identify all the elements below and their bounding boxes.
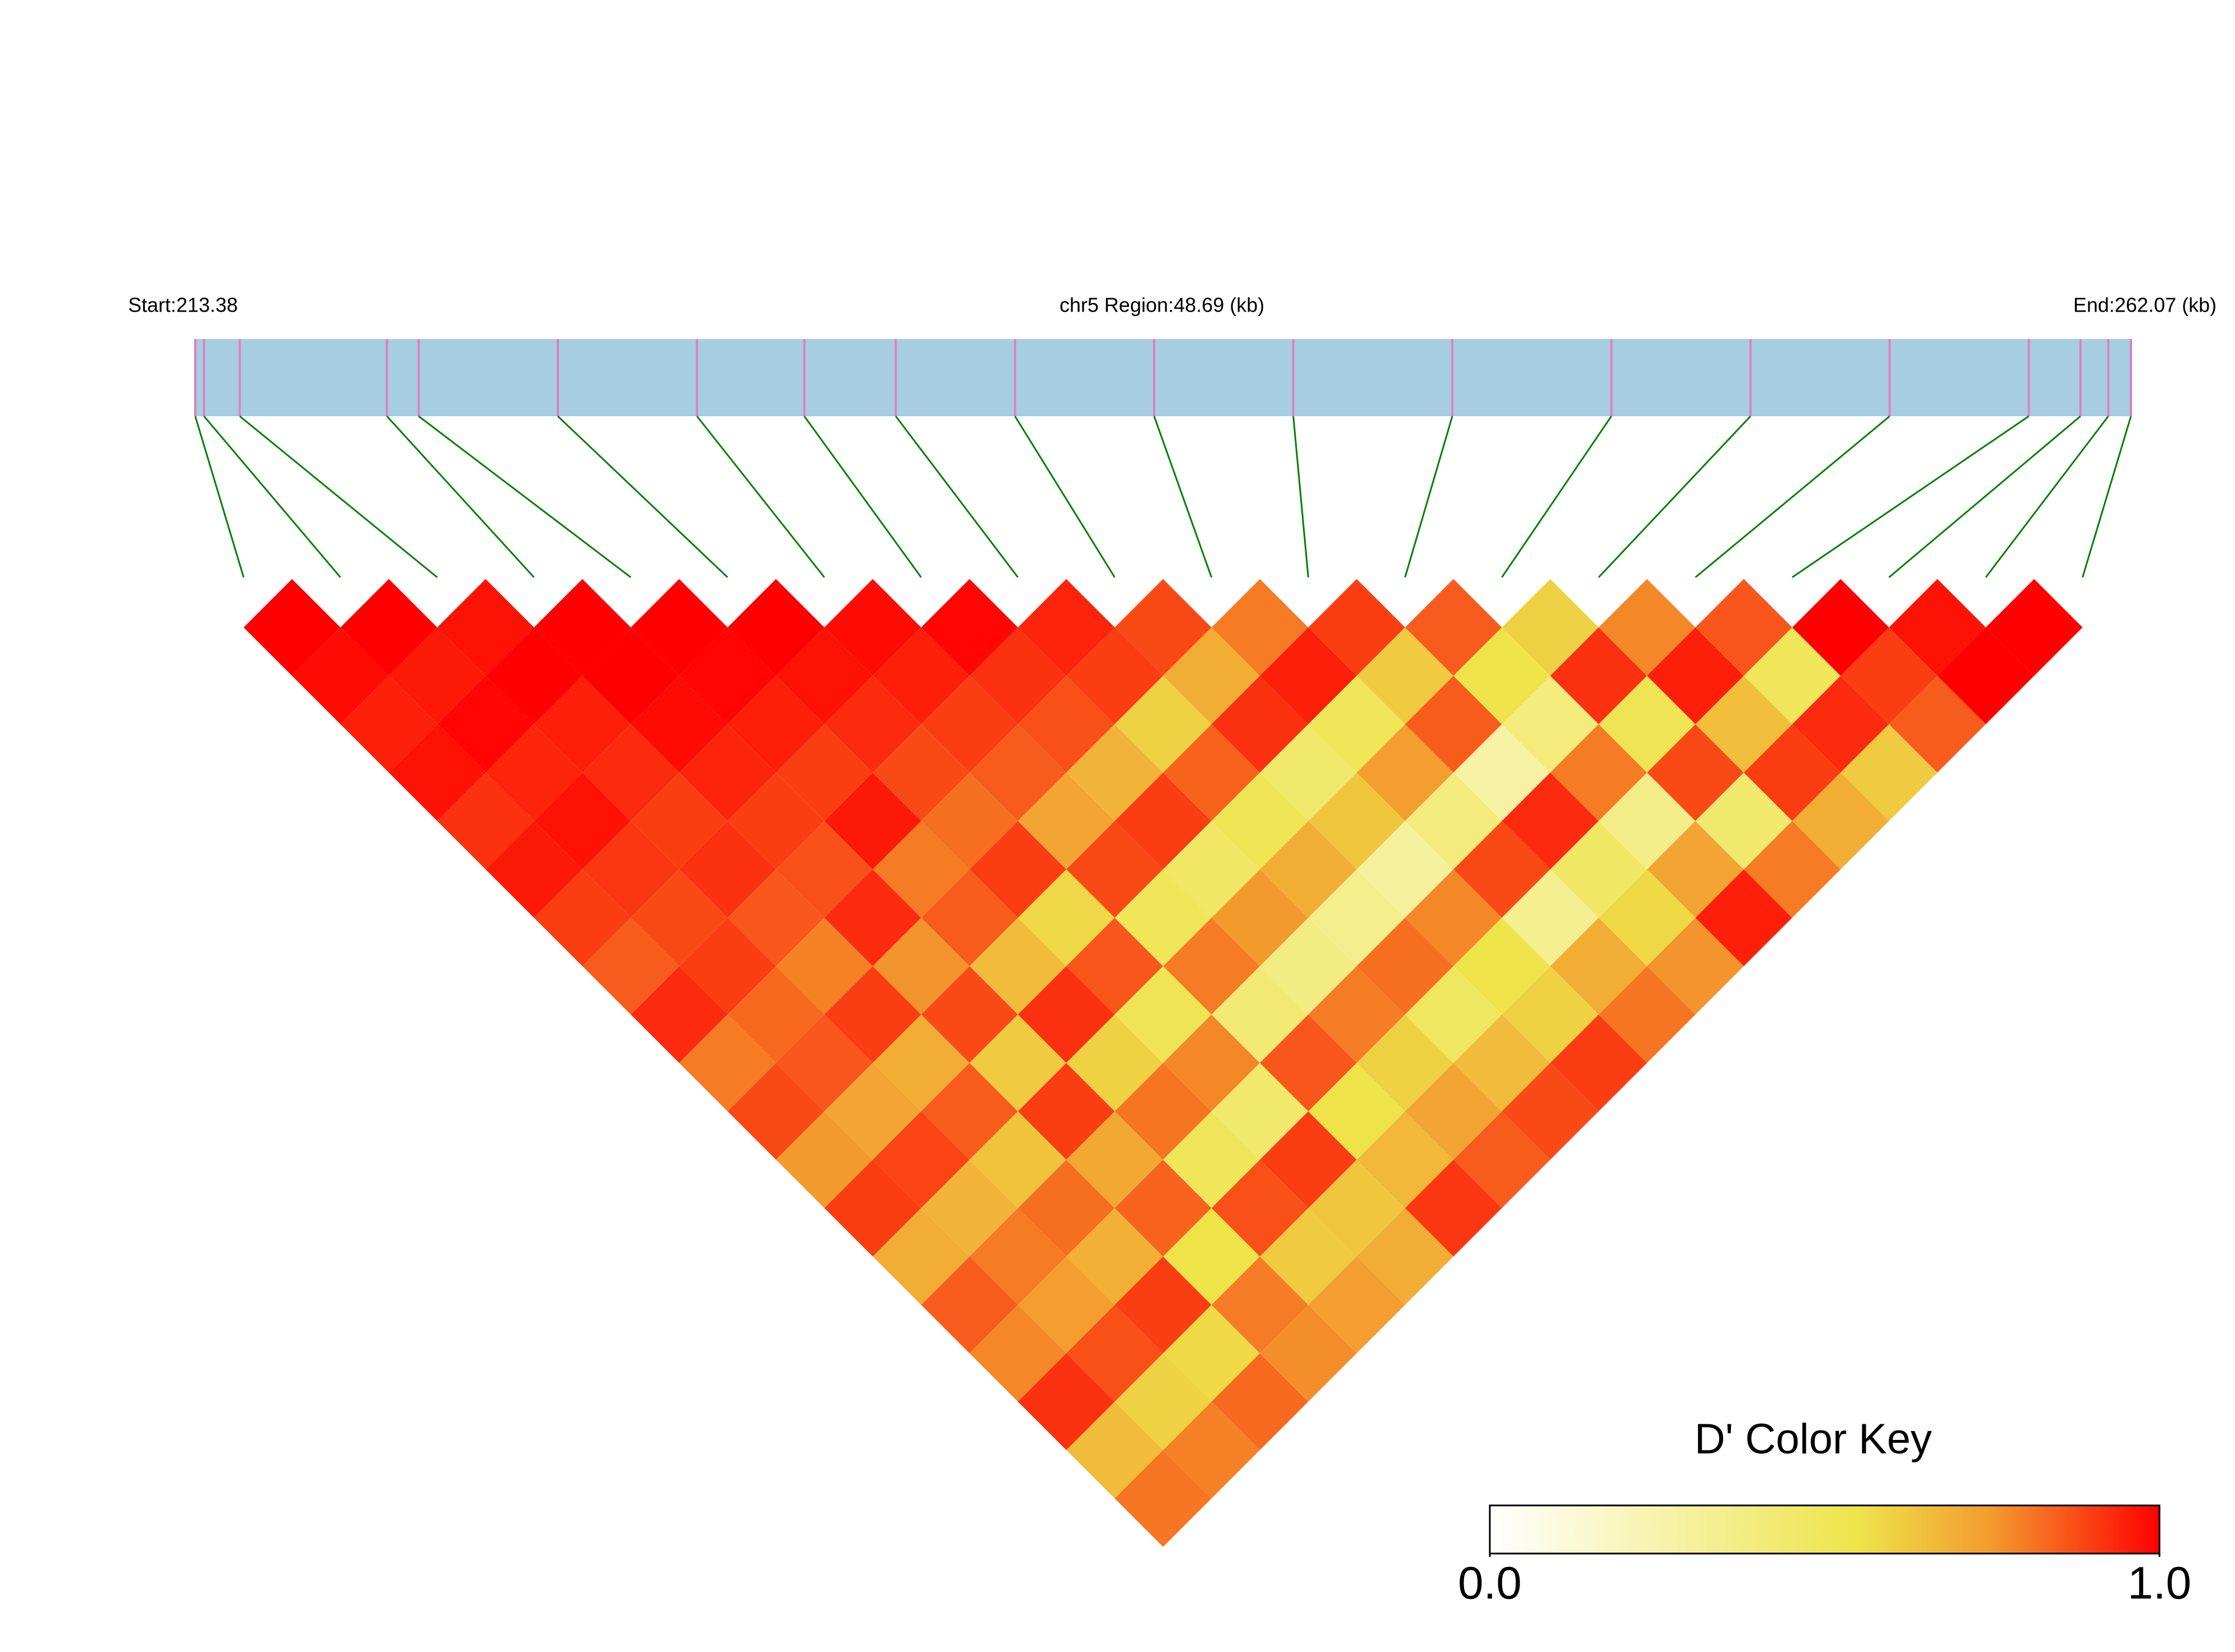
key-tick-label: 1.0: [2128, 1558, 2191, 1609]
snp-link: [1888, 415, 2081, 578]
snp-link: [1153, 416, 1212, 578]
snp-link: [194, 416, 244, 578]
snp-link: [239, 415, 438, 578]
snp-link: [418, 415, 632, 578]
ld-cell: [1985, 579, 2083, 676]
snp-link: [1404, 416, 1453, 578]
snp-link: [1791, 415, 2030, 578]
snp-link: [1292, 416, 1309, 578]
key-title: D' Color Key: [1695, 1415, 1932, 1463]
end-label: End:262.07 (kb): [2073, 294, 2217, 317]
snp-link: [1598, 415, 1752, 578]
snp-link: [1014, 416, 1116, 578]
start-label: Start:213.38: [128, 294, 238, 317]
snp-link: [1985, 416, 2109, 578]
snp-link: [1501, 416, 1612, 578]
key-tick-label: 0.0: [1458, 1558, 1522, 1609]
gene-track: [195, 339, 2131, 416]
snp-link: [2082, 416, 2132, 578]
region-label: chr5 Region:48.69 (kb): [1060, 294, 1264, 317]
snp-link: [557, 415, 728, 578]
color-key-bar: [1489, 1504, 2161, 1555]
snp-link: [386, 415, 535, 578]
snp-link: [203, 416, 341, 578]
snp-link: [895, 416, 1019, 578]
snp-link: [1695, 415, 1890, 578]
snp-link: [803, 416, 922, 578]
snp-link: [696, 416, 825, 578]
